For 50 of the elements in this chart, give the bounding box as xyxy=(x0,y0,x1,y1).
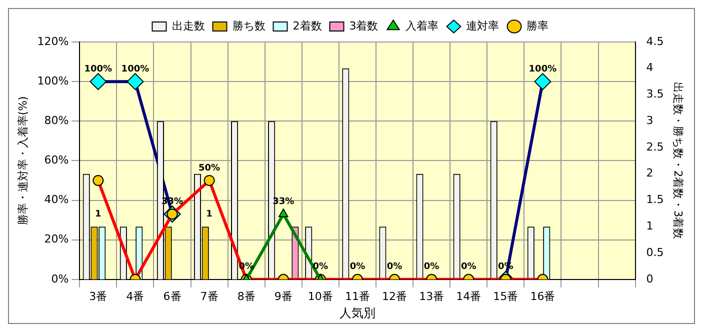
annotation: 0% xyxy=(460,262,476,272)
y2-tick-label: 3.5 xyxy=(646,88,664,101)
annotation: 50% xyxy=(198,163,220,174)
y-tick-label: 120% xyxy=(37,34,69,48)
x-tick-label: 7番 xyxy=(200,290,218,303)
annotation: 100% xyxy=(84,64,112,74)
annotation: 0% xyxy=(424,262,440,272)
legend-label: 3着数 xyxy=(349,19,378,32)
y2-tick-label: 1.5 xyxy=(646,193,664,206)
x-tick-label: 10番 xyxy=(308,290,333,303)
x-tick-label: 6番 xyxy=(163,290,182,303)
annotation: 0% xyxy=(386,262,402,272)
x-tick-label: 15番 xyxy=(493,290,518,303)
y-tick-label: 40% xyxy=(44,193,69,206)
x-tick-label: 13番 xyxy=(419,290,444,303)
x-tick-label: 9番 xyxy=(274,290,292,303)
legend-label: 出走数 xyxy=(172,19,205,32)
x-axis-title: 人気別 xyxy=(339,306,376,320)
y2-tick-label: 1 xyxy=(646,220,654,233)
y2-axis-title: 出走数・勝ち数・2着数・3着数 xyxy=(672,82,685,240)
legend-label: 勝率 xyxy=(526,19,549,32)
y-tick-label: 100% xyxy=(37,74,69,88)
y-tick-label: 80% xyxy=(44,114,69,127)
annotation: 1 xyxy=(206,209,212,220)
legend-label: 2着数 xyxy=(292,19,322,32)
y2-tick-label: 4 xyxy=(646,61,654,74)
x-tick-label: 4番 xyxy=(126,290,144,303)
x-tick-label: 3番 xyxy=(89,290,108,303)
legend-label: 勝ち数 xyxy=(232,19,266,32)
y-tick-label: 0% xyxy=(51,272,69,286)
legend-label: 連対率 xyxy=(466,19,500,32)
y2-tick-label: 2 xyxy=(646,166,654,180)
y2-tick-label: 0.5 xyxy=(646,246,664,259)
y2-tick-label: 4.5 xyxy=(646,34,664,48)
y2-tick-label: 0 xyxy=(646,272,654,286)
y2-tick-label: 2.5 xyxy=(646,140,664,154)
annotation: 0% xyxy=(350,262,366,272)
y2-tick-label: 3 xyxy=(646,114,654,127)
annotation: 1 xyxy=(95,209,102,220)
x-tick-label: 8番 xyxy=(237,290,256,303)
x-tick-label: 11番 xyxy=(344,290,370,303)
annotation: 100% xyxy=(528,64,557,74)
y-tick-label: 60% xyxy=(44,154,69,167)
y-axis-title: 勝率・連対率・入着率(%) xyxy=(16,96,30,226)
x-tick-label: 14番 xyxy=(456,290,482,303)
annotation: 100% xyxy=(121,64,150,74)
x-tick-label: 16番 xyxy=(530,290,556,303)
legend-label: 入着率 xyxy=(406,19,439,32)
y-tick-label: 20% xyxy=(44,232,69,246)
x-tick-label: 12番 xyxy=(382,290,408,303)
